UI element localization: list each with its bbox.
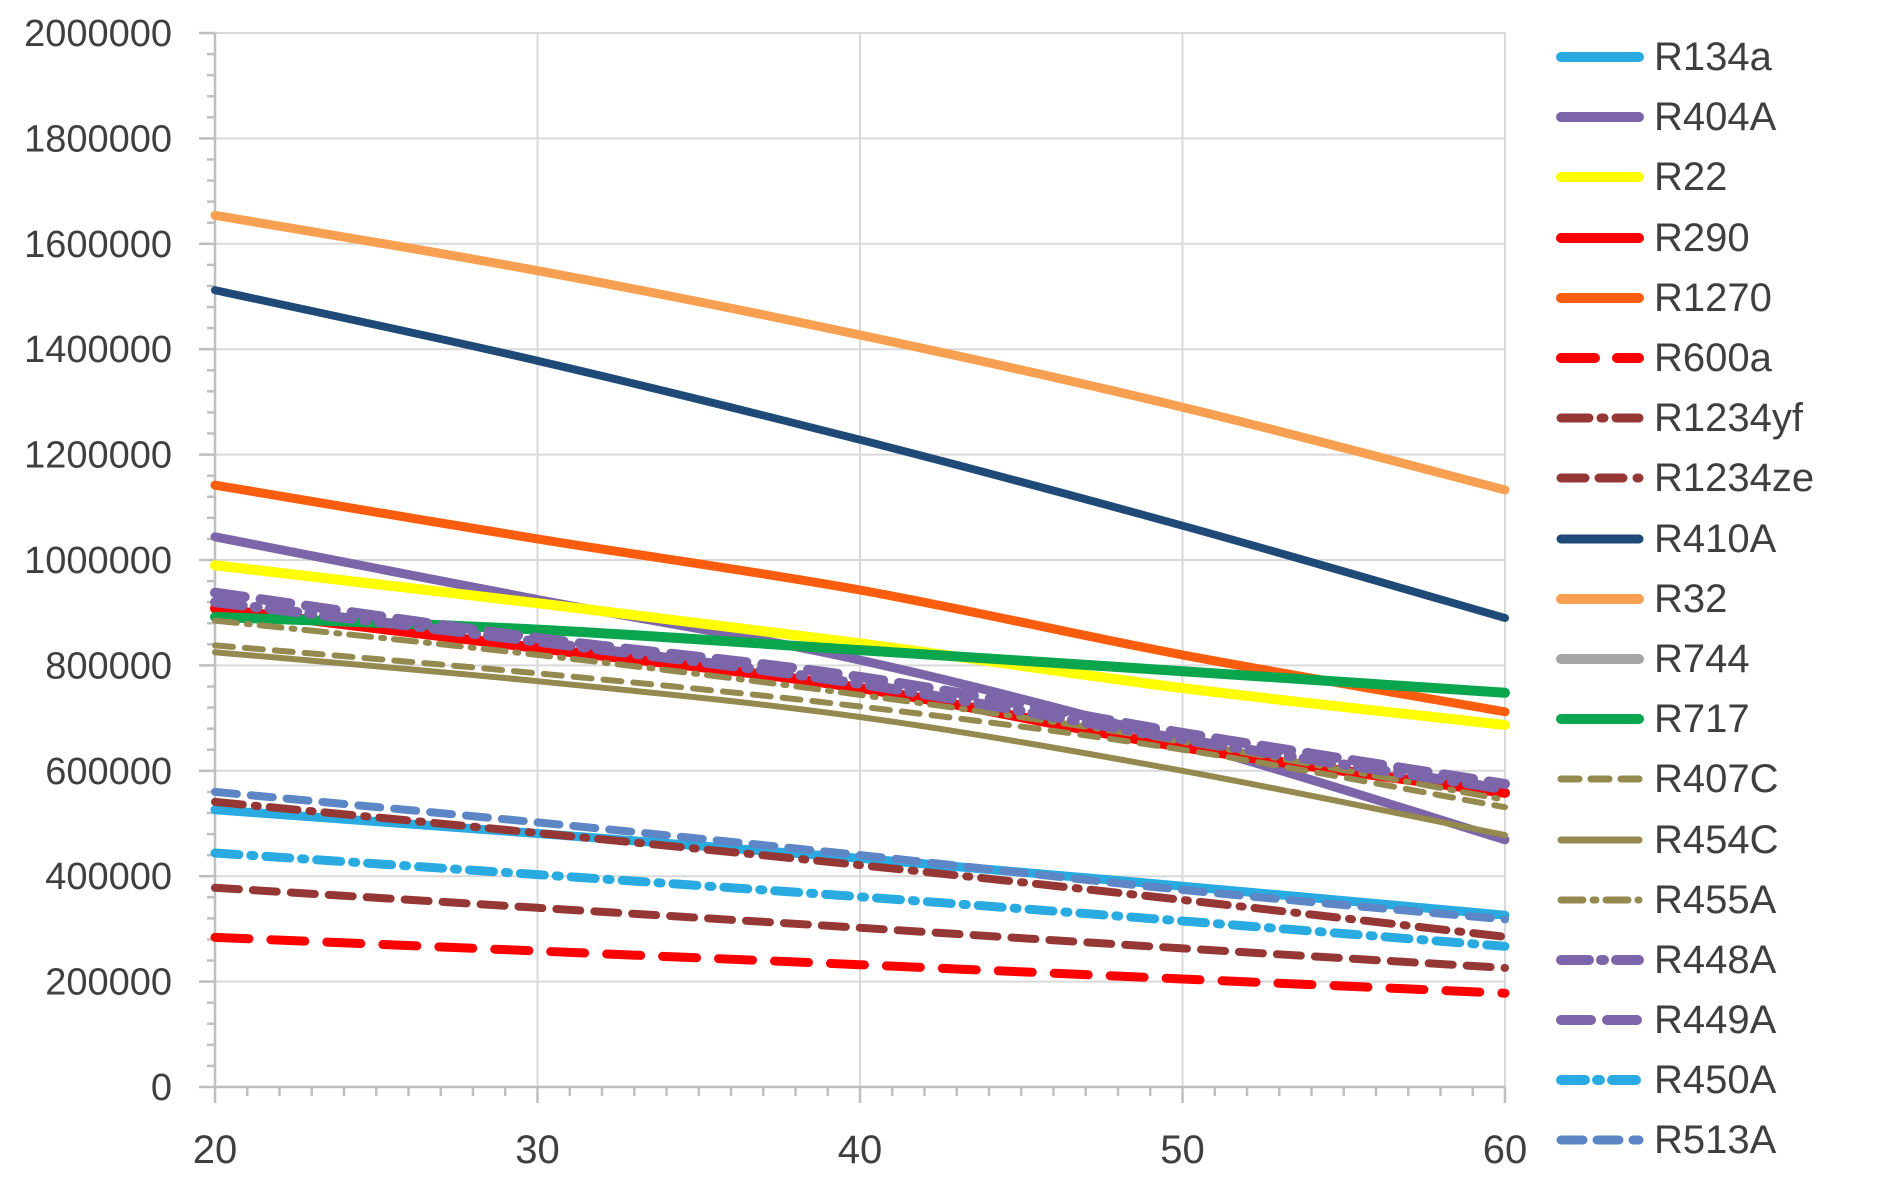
legend-item-R600a: R600a — [1556, 328, 1814, 388]
legend-label: R410A — [1654, 516, 1777, 561]
y-tick-label: 1400000 — [24, 329, 172, 371]
series-line-R449A — [210, 587, 1510, 789]
legend-label: R134a — [1654, 35, 1772, 80]
y-tick-label: 2000000 — [24, 13, 172, 55]
series-line-R600a — [210, 932, 1510, 998]
legend-swatch-R134a — [1556, 52, 1644, 63]
series-line-R455A — [212, 617, 1508, 803]
y-tick-label: 600000 — [45, 751, 172, 793]
legend-swatch-R1270 — [1556, 292, 1644, 303]
legend-swatch-R600a — [1556, 353, 1644, 364]
legend-item-R1270: R1270 — [1556, 268, 1814, 328]
legend-label: R1234yf — [1654, 396, 1803, 441]
legend-item-R32: R32 — [1556, 569, 1814, 629]
legend-label: R455A — [1654, 877, 1777, 922]
legend-label: R717 — [1654, 697, 1750, 742]
gridlines — [215, 32, 1506, 1088]
y-tick-label: 1200000 — [24, 435, 172, 477]
x-tick-label: 20 — [193, 1128, 238, 1172]
series-line-R513A — [211, 787, 1509, 924]
legend-item-R407C: R407C — [1556, 749, 1814, 809]
legend-item-R1234ze: R1234ze — [1556, 448, 1814, 508]
series-line-R32 — [210, 210, 1510, 495]
legend-item-R404A: R404A — [1556, 87, 1814, 147]
legend-item-R290: R290 — [1556, 208, 1814, 268]
legend-label: R1270 — [1654, 275, 1772, 320]
series-line-R1234ze — [211, 883, 1509, 972]
legend-label: R22 — [1654, 155, 1728, 200]
legend-swatch-R449A — [1556, 1015, 1644, 1026]
legend-item-R455A: R455A — [1556, 870, 1814, 930]
legend-label: R1234ze — [1654, 456, 1815, 501]
series-line-R448A — [210, 597, 1510, 795]
legend-label: R407C — [1654, 757, 1779, 802]
x-tick-label: 30 — [515, 1128, 560, 1172]
series-line-R407C — [212, 642, 1508, 811]
legend-swatch-R1234yf — [1556, 413, 1644, 423]
legend-swatch-R454C — [1557, 836, 1643, 844]
legend-swatch-R290 — [1556, 232, 1644, 243]
legend-item-R744: R744 — [1556, 629, 1814, 689]
legend-item-R1234yf: R1234yf — [1556, 388, 1814, 448]
legend-item-R450A: R450A — [1556, 1050, 1814, 1110]
x-tick-label: 60 — [1483, 1128, 1528, 1172]
y-tick-label: 1600000 — [24, 224, 172, 266]
y-tick-label: 0 — [151, 1067, 172, 1109]
tick-labels: 0 200000 400000 600000 800000 1000000 1200000 1… — [24, 13, 1527, 1172]
legend-item-R717: R717 — [1556, 689, 1814, 749]
legend: R134a R404A R22 R290 R1270 R600a R1234yf R1234z… — [1556, 27, 1814, 1171]
legend-swatch-R450A — [1556, 1075, 1644, 1086]
x-tick-label: 40 — [838, 1128, 883, 1172]
legend-swatch-R717 — [1556, 714, 1644, 725]
legend-item-R448A: R448A — [1556, 930, 1814, 990]
legend-label: R454C — [1654, 817, 1779, 862]
series-line-R410A — [211, 286, 1509, 622]
y-tick-label: 1800000 — [24, 118, 172, 160]
legend-label: R450A — [1654, 1058, 1777, 1103]
series-line-R450A — [210, 848, 1510, 951]
series-line-R454C — [212, 649, 1508, 839]
y-tick-label: 200000 — [45, 962, 172, 1004]
legend-swatch-R407C — [1557, 775, 1643, 783]
legend-label: R513A — [1654, 1118, 1777, 1163]
legend-label: R449A — [1654, 998, 1777, 1043]
legend-item-R410A: R410A — [1556, 509, 1814, 569]
legend-swatch-R455A — [1557, 896, 1643, 904]
legend-item-R22: R22 — [1556, 147, 1814, 207]
legend-swatch-R410A — [1556, 534, 1644, 544]
legend-label: R744 — [1654, 636, 1750, 681]
y-tick-label: 800000 — [45, 645, 172, 687]
y-tick-label: 400000 — [45, 856, 172, 898]
legend-label: R600a — [1654, 336, 1772, 381]
legend-item-R134a: R134a — [1556, 27, 1814, 87]
x-tick-label: 50 — [1160, 1128, 1205, 1172]
series-line-R404A — [210, 532, 1510, 845]
legend-swatch-R448A — [1556, 954, 1644, 965]
legend-swatch-R404A — [1556, 112, 1644, 123]
legend-item-R513A: R513A — [1556, 1110, 1814, 1170]
legend-label: R404A — [1654, 95, 1777, 140]
legend-label: R32 — [1654, 576, 1728, 621]
series-lines — [210, 210, 1510, 998]
legend-swatch-R22 — [1556, 172, 1644, 183]
legend-swatch-R32 — [1556, 593, 1644, 604]
legend-swatch-R513A — [1556, 1135, 1644, 1145]
legend-item-R449A: R449A — [1556, 990, 1814, 1050]
legend-swatch-R1234ze — [1556, 473, 1644, 483]
y-tick-label: 1000000 — [24, 540, 172, 582]
legend-label: R448A — [1654, 937, 1777, 982]
legend-swatch-R744 — [1556, 653, 1644, 664]
legend-item-R454C: R454C — [1556, 809, 1814, 869]
series-line-R1234yf — [211, 797, 1509, 941]
series-line-R22 — [210, 560, 1510, 730]
legend-label: R290 — [1654, 215, 1750, 260]
